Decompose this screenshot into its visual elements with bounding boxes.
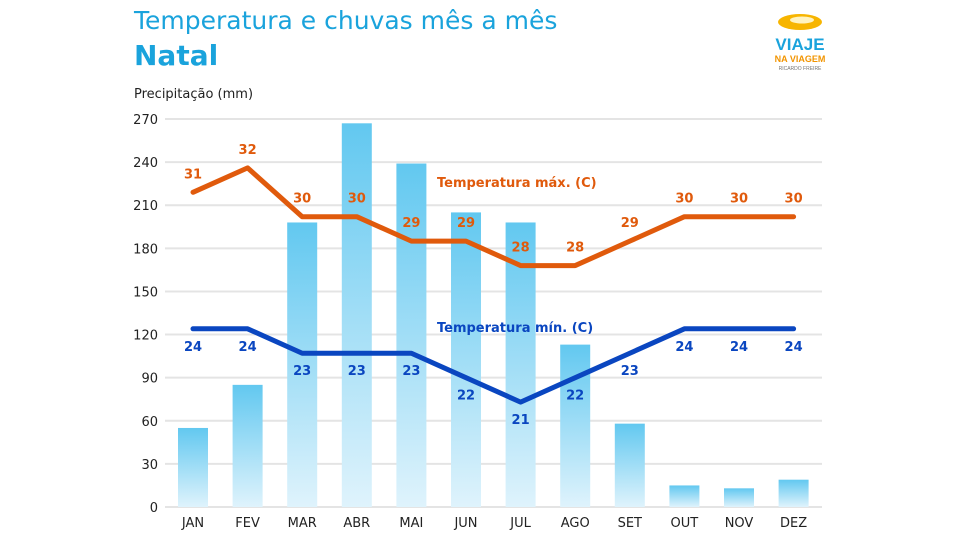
temp-data-label: 31 xyxy=(184,167,202,182)
temp-data-label: 30 xyxy=(675,192,693,207)
temp-data-label: 22 xyxy=(457,389,475,404)
x-tick-label: AGO xyxy=(561,516,590,531)
y-tick-label: 150 xyxy=(133,285,158,300)
temp-data-label: 32 xyxy=(239,143,257,158)
x-tick-label: MAR xyxy=(288,516,317,531)
min-temp-line xyxy=(190,326,797,405)
temp-data-label: 23 xyxy=(348,364,366,379)
y-tick-label: 120 xyxy=(133,329,158,344)
temp-data-label: 23 xyxy=(402,364,420,379)
y-tick-label: 270 xyxy=(133,113,158,128)
y-tick-label: 180 xyxy=(133,242,158,257)
temp-data-label: 30 xyxy=(785,192,803,207)
x-tick-label: MAI xyxy=(399,516,423,531)
viaje-na-viagem-logo: VIAJE NA VIAGEM RICARDO FREIRE xyxy=(775,14,826,72)
temp-data-label: 28 xyxy=(512,241,530,256)
precipitation-bar xyxy=(560,344,591,507)
chart-title: Temperatura e chuvas mês a mês xyxy=(134,6,558,35)
temp-data-label: 24 xyxy=(239,340,257,355)
temp-data-label: 23 xyxy=(621,364,639,379)
temp-data-label: 24 xyxy=(730,340,748,355)
temp-data-label: 24 xyxy=(184,340,202,355)
precipitation-bar xyxy=(232,384,263,507)
x-tick-label: ABR xyxy=(343,516,370,531)
precipitation-bar xyxy=(287,222,318,507)
svg-text:NA VIAGEM: NA VIAGEM xyxy=(775,54,826,64)
temp-data-label: 30 xyxy=(730,192,748,207)
y-tick-label: 90 xyxy=(141,372,158,387)
precipitation-bar xyxy=(341,123,372,508)
svg-text:VIAJE: VIAJE xyxy=(775,35,824,54)
temp-data-label: 30 xyxy=(348,192,366,207)
temp-data-label: 29 xyxy=(457,216,475,231)
x-tick-label: NOV xyxy=(725,516,754,531)
precipitation-bar xyxy=(669,485,700,507)
temp-data-label: 24 xyxy=(675,340,693,355)
x-tick-label: SET xyxy=(618,516,642,531)
x-tick-label: JUN xyxy=(453,516,477,531)
precipitation-bar xyxy=(614,423,645,507)
x-tick-label: OUT xyxy=(671,516,699,531)
svg-text:RICARDO FREIRE: RICARDO FREIRE xyxy=(779,66,822,72)
y-axis-label: Precipitação (mm) xyxy=(134,87,254,102)
precipitation-bar xyxy=(505,222,536,507)
x-tick-label: DEZ xyxy=(780,516,807,531)
precipitation-bar xyxy=(396,163,427,507)
legend-min-temp: Temperatura mín. (C) xyxy=(437,321,593,336)
temp-data-label: 29 xyxy=(402,216,420,231)
temp-data-label: 23 xyxy=(293,364,311,379)
temp-data-label: 21 xyxy=(512,413,530,428)
temp-data-label: 24 xyxy=(785,340,803,355)
temp-data-label: 30 xyxy=(293,192,311,207)
x-tick-label: JAN xyxy=(181,516,204,531)
temp-data-label: 29 xyxy=(621,216,639,231)
legend-max-temp: Temperatura máx. (C) xyxy=(437,176,597,191)
y-tick-label: 30 xyxy=(141,458,158,473)
x-tick-label: FEV xyxy=(235,516,260,531)
x-tick-label: JUL xyxy=(509,516,531,531)
precipitation-bar xyxy=(778,479,809,507)
precipitation-bar xyxy=(451,212,481,507)
temp-data-label: 22 xyxy=(566,389,584,404)
y-tick-label: 0 xyxy=(150,501,158,516)
y-tick-label: 210 xyxy=(133,199,158,214)
y-tick-label: 60 xyxy=(141,415,158,430)
y-tick-label: 240 xyxy=(133,156,158,171)
temp-data-label: 28 xyxy=(566,241,584,256)
chart-subtitle: Natal xyxy=(134,39,219,72)
precipitation-bar xyxy=(178,427,208,507)
precipitation-bar xyxy=(724,488,754,507)
max-temp-line xyxy=(190,165,797,269)
